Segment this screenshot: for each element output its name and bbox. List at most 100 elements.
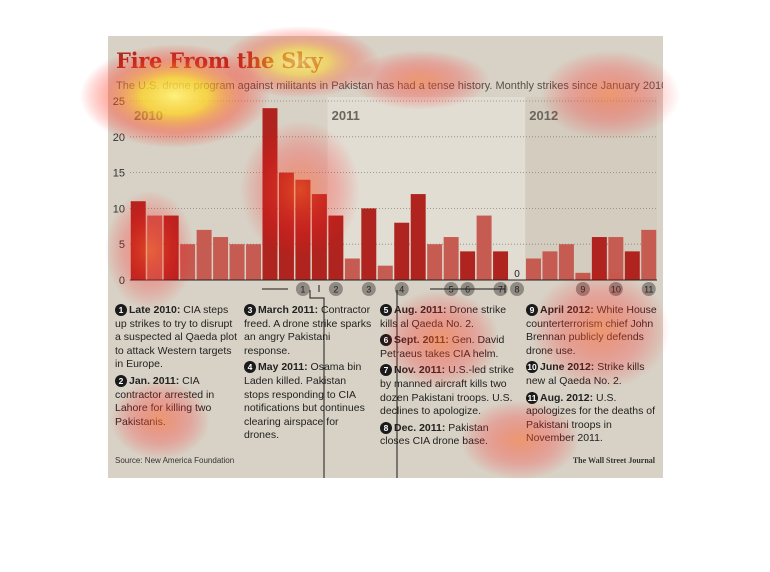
- bar: [344, 258, 360, 280]
- annotation-date: Aug. 2011:: [394, 304, 447, 316]
- annotation-date: April 2012:: [540, 304, 594, 316]
- event-marker-number: 6: [465, 285, 470, 295]
- event-marker-number: 9: [580, 285, 585, 295]
- annotation-date: March 2011:: [258, 304, 319, 316]
- bar: [542, 251, 558, 280]
- event-marker-number: 3: [366, 285, 371, 295]
- bar: [147, 215, 163, 280]
- annotation-date: Aug. 2012:: [540, 391, 594, 404]
- annotation-item: 2 Jan. 2011: CIA contractor arrested in L…: [115, 374, 240, 429]
- annotation-date: Late 2010:: [129, 304, 181, 316]
- event-marker: [295, 282, 310, 296]
- zero-value-label: 0: [514, 269, 520, 280]
- annotation-date: May 2011:: [258, 361, 308, 374]
- y-tick-label: 20: [113, 132, 125, 144]
- event-marker-number: 1: [300, 285, 305, 295]
- year-label: 2012: [529, 108, 558, 123]
- bar: [361, 208, 377, 280]
- bar: [526, 258, 541, 280]
- bar: [443, 237, 459, 280]
- bar: [591, 237, 607, 280]
- annotation-date: June 2012:: [540, 361, 595, 374]
- event-marker-number: 2: [333, 285, 338, 295]
- annotation-item: 6 Sept. 2011: Gen. David Petraeus takes C…: [380, 334, 518, 361]
- annotation-item: 10 June 2012: Strike kills new al Qaeda N…: [526, 361, 658, 388]
- bar: [278, 172, 294, 280]
- annotation-number: 5: [380, 304, 392, 316]
- bar: [130, 201, 146, 280]
- chart-subtitle: The U.S. drone program against militants…: [116, 80, 663, 92]
- bar: [262, 108, 278, 280]
- annotation-item: 4 May 2011: Osama bin Laden killed. Pakis…: [244, 361, 372, 443]
- bar: [311, 194, 327, 280]
- y-tick-label: 0: [119, 275, 125, 287]
- bar: [213, 237, 229, 280]
- annotation-item: 7 Nov. 2011: U.S.-led strike by manned ai…: [380, 364, 518, 418]
- y-tick-label: 25: [113, 96, 125, 108]
- bar: [246, 244, 261, 280]
- bar: [295, 179, 311, 280]
- event-marker: [361, 282, 376, 296]
- publisher-credit: The Wall Street Journal: [572, 456, 655, 465]
- annotation-date: Dec. 2011:: [394, 421, 446, 434]
- bar: [558, 244, 574, 280]
- annotation-column-2: 3 March 2011: Contractor freed. A drone s…: [244, 304, 372, 443]
- bar: [377, 265, 393, 280]
- bar: [575, 272, 591, 280]
- bar: [196, 229, 212, 280]
- bar: [641, 229, 657, 280]
- bar: [180, 244, 196, 280]
- bar: [163, 215, 179, 280]
- y-tick-label: 15: [113, 168, 125, 180]
- bar: [328, 215, 344, 280]
- event-marker-number: 8: [515, 285, 520, 295]
- annotation-item: 9 April 2012: White House counterterroris…: [526, 304, 658, 358]
- infographic-panel: 25 20 15 10 5 0 2010 2011 2012 0 1 2 3 4 5 6 7 8 9 10 11 Fir…: [108, 36, 663, 478]
- annotation-column-1: 1 Late 2010: CIA steps up strikes to try …: [115, 304, 240, 429]
- annotation-item: 8 Dec. 2011: Pakistan closes CIA drone ba…: [380, 421, 518, 449]
- chart-title: Fire From the Sky: [116, 48, 323, 73]
- bar: [493, 251, 509, 280]
- bar: [624, 251, 640, 280]
- annotation-date: Jan. 2011:: [129, 374, 180, 387]
- annotation-number: 1: [115, 304, 127, 316]
- bar: [476, 215, 492, 280]
- annotation-text: CIA steps up strikes to try to disrupt a…: [115, 304, 238, 371]
- annotation-number: 8: [380, 421, 392, 434]
- event-marker-number: 10: [611, 285, 621, 295]
- annotation-item: 11 Aug. 2012: U.S. apologizes for the dea…: [526, 391, 658, 446]
- year-label: 2011: [332, 108, 360, 123]
- annotation-number: 7: [380, 364, 392, 377]
- annotation-item: 1 Late 2010: CIA steps up strikes to try …: [115, 304, 240, 372]
- annotation-number: 4: [244, 361, 256, 374]
- bar: [460, 251, 476, 280]
- year-band-2011: [327, 97, 526, 280]
- annotation-number: 10: [526, 361, 538, 374]
- annotation-item: 3 March 2011: Contractor freed. A drone s…: [244, 304, 372, 358]
- annotation-item: 5 Aug. 2011: Drone strike kills al Qaeda …: [380, 304, 518, 331]
- bar: [410, 194, 426, 280]
- y-tick-label: 10: [113, 203, 125, 215]
- annotation-number: 6: [380, 334, 392, 347]
- annotation-number: 3: [244, 304, 256, 316]
- y-tick-label: 5: [119, 239, 125, 251]
- bar: [608, 237, 624, 280]
- event-marker-number: 11: [644, 285, 653, 295]
- annotation-date: Nov. 2011:: [394, 364, 446, 377]
- source-note: Source: New America Foundation: [115, 456, 235, 465]
- annotation-number: 9: [526, 304, 538, 316]
- annotation-column-3: 5 Aug. 2011: Drone strike kills al Qaeda …: [380, 304, 518, 449]
- event-marker: [328, 282, 343, 296]
- annotation-number: 11: [526, 391, 538, 404]
- bar: [427, 244, 443, 280]
- event-marker-number: 7: [498, 285, 503, 295]
- event-marker: [510, 282, 525, 296]
- year-label: 2010: [134, 108, 163, 123]
- annotation-number: 2: [115, 374, 127, 387]
- annotation-column-4: 9 April 2012: White House counterterroris…: [526, 304, 658, 446]
- bar: [229, 244, 245, 280]
- event-marker-number: 4: [399, 285, 404, 295]
- annotation-date: Sept. 2011:: [394, 334, 449, 347]
- annotation-text: Contractor freed. A drone strike sparks …: [244, 304, 372, 357]
- event-marker-number: 5: [449, 285, 454, 295]
